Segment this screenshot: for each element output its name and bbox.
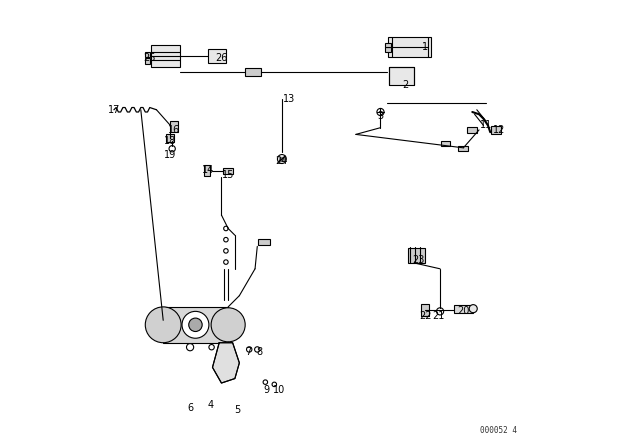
Circle shape (224, 260, 228, 264)
Bar (408, 247, 425, 263)
Polygon shape (279, 157, 285, 161)
Text: 21: 21 (433, 311, 445, 321)
Text: 25: 25 (143, 53, 156, 63)
Text: 20: 20 (457, 306, 470, 316)
Text: 26: 26 (215, 53, 228, 63)
Polygon shape (212, 343, 239, 383)
Bar (491, 126, 500, 134)
Text: 12: 12 (493, 125, 506, 135)
Bar (458, 146, 468, 151)
Text: 4: 4 (207, 401, 213, 410)
Text: 19: 19 (164, 150, 176, 159)
Bar (145, 58, 150, 64)
Text: 13: 13 (282, 94, 295, 103)
Bar (259, 239, 269, 245)
Circle shape (436, 308, 444, 315)
Text: 6: 6 (187, 403, 193, 413)
Circle shape (169, 146, 175, 152)
Circle shape (272, 382, 276, 387)
Bar (163, 307, 228, 343)
Bar (385, 47, 391, 52)
Text: 9: 9 (263, 385, 269, 395)
Text: 1: 1 (422, 42, 428, 52)
Bar (467, 127, 477, 133)
Text: 23: 23 (412, 255, 425, 265)
Text: 24: 24 (276, 156, 288, 166)
Circle shape (263, 380, 268, 384)
Text: 11: 11 (479, 121, 492, 130)
Bar (166, 134, 174, 142)
Bar (204, 165, 210, 176)
Circle shape (186, 344, 194, 351)
Circle shape (189, 318, 202, 332)
Text: 16: 16 (168, 125, 180, 135)
Text: 10: 10 (273, 385, 285, 395)
Bar (421, 305, 429, 316)
Circle shape (182, 311, 209, 338)
Text: 18: 18 (164, 136, 176, 146)
Bar (170, 121, 179, 132)
Circle shape (224, 249, 228, 253)
Circle shape (224, 237, 228, 242)
Circle shape (211, 308, 245, 342)
Text: 2: 2 (402, 80, 408, 90)
Bar (389, 67, 414, 85)
Bar (145, 52, 150, 57)
Circle shape (377, 108, 384, 116)
Text: 14: 14 (202, 165, 214, 175)
Text: 5: 5 (234, 405, 240, 415)
Text: 7: 7 (245, 347, 252, 357)
Circle shape (145, 307, 181, 343)
Text: 22: 22 (419, 311, 431, 321)
Circle shape (224, 226, 228, 231)
Bar (151, 45, 180, 67)
Bar (388, 37, 431, 57)
Text: 17: 17 (108, 105, 120, 115)
Circle shape (209, 345, 214, 350)
Text: 8: 8 (257, 347, 262, 357)
Bar (245, 68, 260, 76)
Bar (223, 168, 233, 174)
Text: 15: 15 (222, 170, 234, 180)
Bar (454, 305, 473, 313)
Text: 3: 3 (378, 112, 383, 121)
Text: 000052 4: 000052 4 (480, 426, 517, 435)
Circle shape (255, 347, 260, 352)
Circle shape (469, 305, 477, 313)
Bar (208, 49, 226, 63)
Circle shape (278, 155, 287, 164)
Circle shape (246, 347, 252, 352)
Bar (440, 141, 451, 146)
Bar (385, 43, 391, 47)
